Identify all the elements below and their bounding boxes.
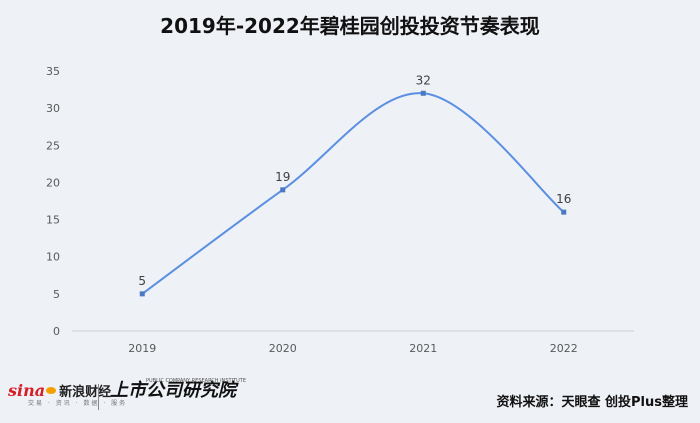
sina-brand-text: sina [8,381,46,400]
y-tick-label: 30 [46,102,60,115]
chart-plot: 5 19 32 16 [138,73,571,297]
data-point-marker [420,90,426,96]
y-tick-label: 35 [46,65,60,78]
y-tick-label: 20 [46,176,60,189]
data-point-marker [280,187,286,193]
sina-eye-icon [46,387,57,394]
research-institute-logo: 上市公司研究院 PUBLIC COMPANY RESEARCH INSTITUT… [110,379,246,401]
y-tick-label: 0 [53,325,60,338]
data-point-marker [139,291,145,297]
data-point-marker [561,209,567,215]
data-label: 16 [556,192,571,206]
y-tick-label: 10 [46,251,60,264]
data-label: 5 [138,274,146,288]
x-tick-label: 2022 [550,342,578,355]
x-tick-label: 2021 [409,342,437,355]
data-label: 19 [275,170,290,184]
logo-divider [98,384,99,410]
series-line [141,92,565,295]
y-tick-label: 5 [53,288,60,301]
y-tick-label: 15 [46,214,60,227]
data-label: 32 [416,73,431,87]
chart-title: 2019年-2022年碧桂园创投投资节奏表现 [160,14,540,38]
research-institute-en: PUBLIC COMPANY RESEARCH INSTITUTE [146,378,246,384]
chart-axes: 0 5 10 15 20 25 30 35 2019 2020 2021 2022 [46,65,634,355]
x-tick-label: 2019 [128,342,156,355]
data-source-note: 资料来源：天眼查 创投Plus整理 [496,395,688,410]
sina-finance-name: 新浪财经 [59,385,112,400]
sina-finance-subtitle: 交易 · 资讯 · 数据 · 服务 [28,400,128,407]
research-institute-name: 上市公司研究院 [110,380,236,401]
y-tick-label: 25 [46,139,60,152]
x-tick-label: 2020 [269,342,297,355]
